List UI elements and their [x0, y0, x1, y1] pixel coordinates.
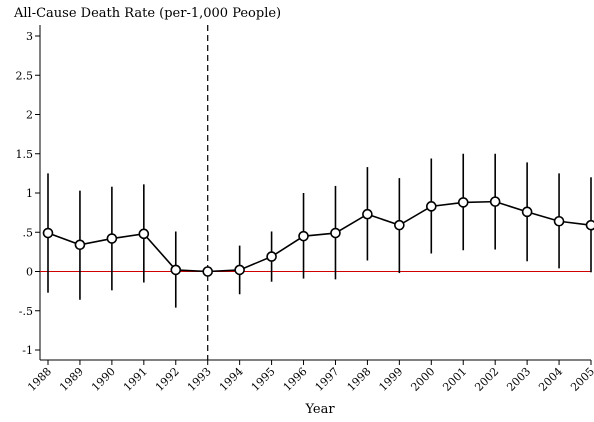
y-tick-label: 1: [26, 187, 33, 200]
series: [42, 196, 594, 277]
x-tick-label: 2003: [504, 365, 533, 394]
y-tick-label: 2: [26, 109, 33, 122]
data-point: [457, 197, 469, 208]
data-point: [106, 233, 118, 244]
x-tick-label: 1997: [313, 365, 342, 394]
x-tick-label: 1990: [89, 365, 118, 394]
y-tick-label: -.5: [19, 305, 33, 318]
data-point: [489, 196, 501, 207]
y-tick-label: 1.5: [16, 148, 34, 161]
data-point: [394, 219, 405, 231]
x-tick-label: 1989: [57, 365, 86, 394]
data-point: [234, 264, 245, 276]
data-point: [553, 215, 565, 227]
x-tick-label: 2005: [568, 365, 594, 394]
x-axis-title: Year: [304, 402, 335, 417]
y-tick-label: 3: [26, 30, 33, 43]
data-point: [42, 227, 54, 239]
data-point: [330, 227, 341, 239]
data-point: [74, 239, 86, 251]
y-tick-label: 0: [26, 266, 33, 279]
x-tick-label: 1994: [217, 365, 246, 394]
y-axis: 32.521.51.50-.5-1: [16, 25, 41, 360]
x-tick-label: 1996: [281, 365, 310, 394]
x-axis: 1988 1989 1990 1991 1992 1993 1994 1995 1996 1997…: [25, 359, 594, 394]
data-point: [298, 230, 309, 242]
y-tick-label: .5: [23, 226, 34, 239]
x-tick-label: 2004: [536, 365, 565, 394]
data-point: [138, 228, 150, 240]
data-point: [266, 251, 277, 262]
chart-title: All-Cause Death Rate (per-1,000 People): [13, 6, 281, 21]
x-tick-label: 1992: [153, 365, 182, 394]
data-point: [425, 201, 437, 212]
x-tick-label: 2000: [408, 365, 437, 394]
data-point: [521, 206, 533, 218]
y-tick-label: 2.5: [16, 69, 34, 82]
confidence-intervals: [47, 153, 592, 308]
x-tick-label: 2001: [440, 365, 469, 394]
x-tick-label: 1995: [249, 365, 278, 394]
data-point: [202, 266, 214, 277]
data-point: [362, 208, 373, 220]
x-tick-label: 1998: [345, 365, 374, 394]
x-tick-label: 1991: [121, 365, 150, 394]
data-point: [170, 264, 182, 276]
reference-lines: [40, 25, 591, 360]
x-tick-label: 1999: [376, 365, 405, 394]
x-tick-label: 1988: [25, 365, 54, 394]
y-tick-label: -1: [22, 344, 33, 357]
series-line: [47, 200, 592, 273]
data-point: [585, 219, 594, 231]
x-tick-label: 2002: [472, 365, 501, 394]
x-tick-label: 1993: [185, 365, 214, 394]
